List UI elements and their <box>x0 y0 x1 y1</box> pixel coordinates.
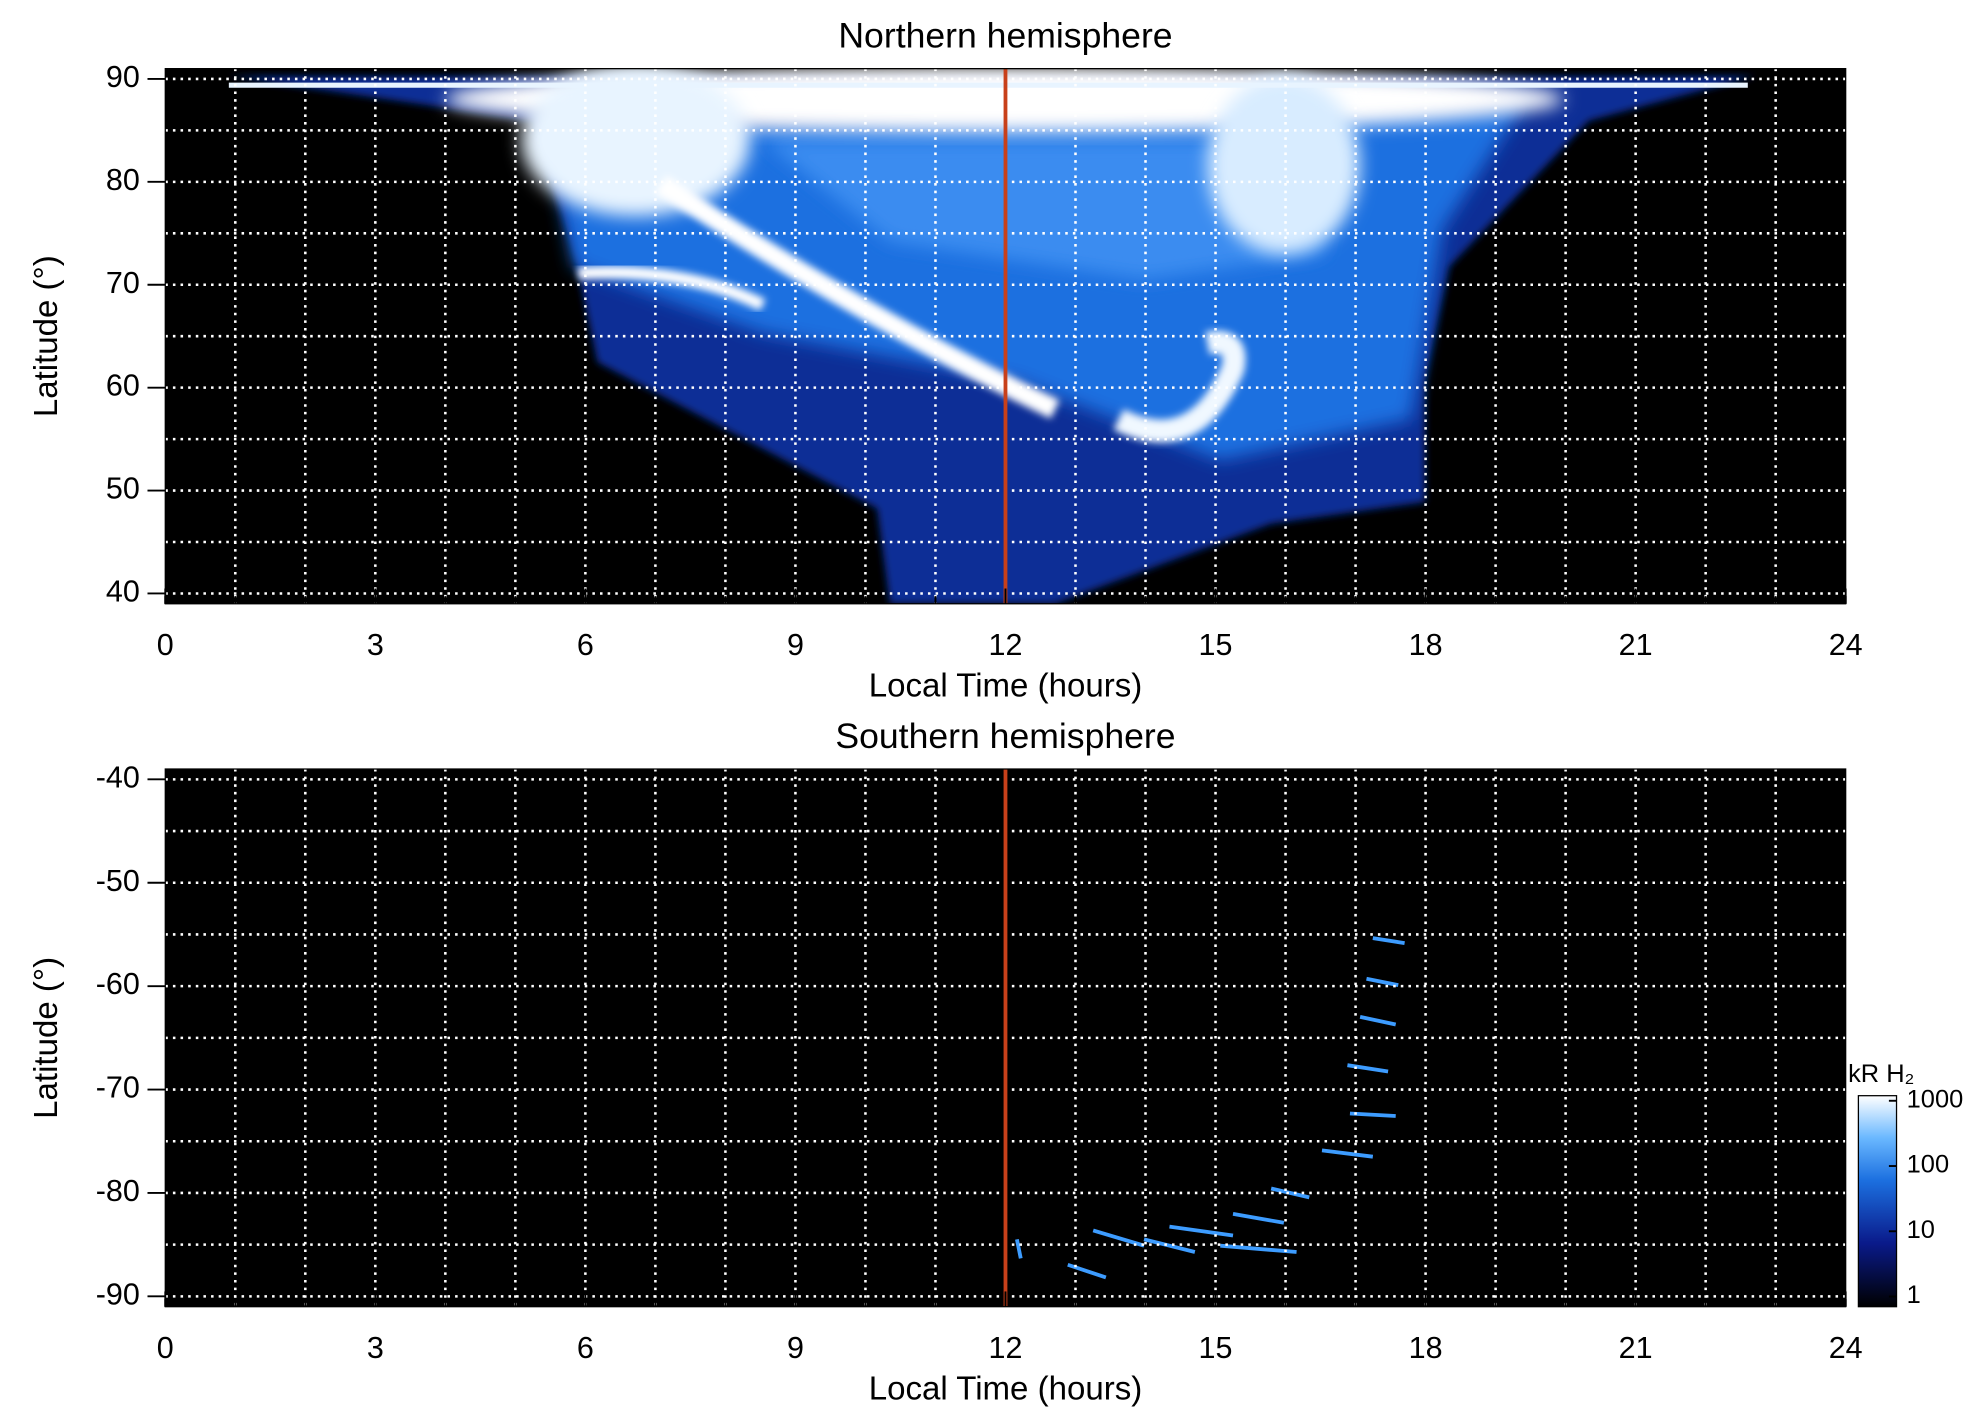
x-tick-label: 18 <box>1409 628 1443 662</box>
emission <box>228 68 1755 604</box>
x-axis-label: Local Time (hours) <box>869 667 1143 704</box>
y-axis-label: Latitude (°) <box>28 255 65 417</box>
x-tick-label: 3 <box>367 628 384 662</box>
y-tick-label: -60 <box>96 967 140 1001</box>
y-tick-label: -40 <box>96 760 140 794</box>
y-tick-label: -80 <box>96 1174 140 1208</box>
x-axis-label: Local Time (hours) <box>869 1370 1143 1407</box>
chart-title: Northern hemisphere <box>838 16 1172 56</box>
colorbar-tick-label: 100 <box>1907 1151 1949 1179</box>
colorbar-tick-label: 1 <box>1907 1281 1921 1309</box>
colorbar-tick-label: 1000 <box>1907 1085 1964 1113</box>
emission <box>1015 936 1405 1280</box>
y-tick-label: 70 <box>106 266 140 300</box>
y-tick-label: -90 <box>96 1277 140 1311</box>
x-tick-label: 3 <box>367 1331 384 1365</box>
colorbar-tick-label: 10 <box>1907 1216 1935 1244</box>
x-tick-label: 15 <box>1199 1331 1233 1365</box>
x-tick-label: 18 <box>1409 1331 1443 1365</box>
x-tick-label: 9 <box>787 628 804 662</box>
y-tick-label: 60 <box>106 369 140 403</box>
colorbar-label: kR H₂ <box>1848 1060 1914 1088</box>
y-tick-label: -70 <box>96 1071 140 1105</box>
x-tick-label: 9 <box>787 1331 804 1365</box>
y-tick-label: 80 <box>106 163 140 197</box>
x-tick-label: 24 <box>1829 628 1863 662</box>
x-tick-label: 21 <box>1619 628 1653 662</box>
colorbar <box>1857 1095 1898 1308</box>
y-tick-label: 50 <box>106 472 140 506</box>
x-tick-label: 0 <box>157 628 174 662</box>
x-tick-label: 6 <box>577 628 594 662</box>
x-tick-label: 24 <box>1829 1331 1863 1365</box>
y-axis-label: Latitude (°) <box>28 957 65 1119</box>
chart-title: Southern hemisphere <box>835 716 1175 756</box>
y-tick-label: 90 <box>106 60 140 94</box>
x-tick-label: 21 <box>1619 1331 1653 1365</box>
x-tick-label: 12 <box>989 628 1023 662</box>
y-tick-label: 40 <box>106 575 140 609</box>
x-tick-label: 15 <box>1199 628 1233 662</box>
x-tick-label: 6 <box>577 1331 594 1365</box>
x-tick-label: 12 <box>989 1331 1023 1365</box>
y-tick-label: -50 <box>96 864 140 898</box>
x-tick-label: 0 <box>157 1331 174 1365</box>
